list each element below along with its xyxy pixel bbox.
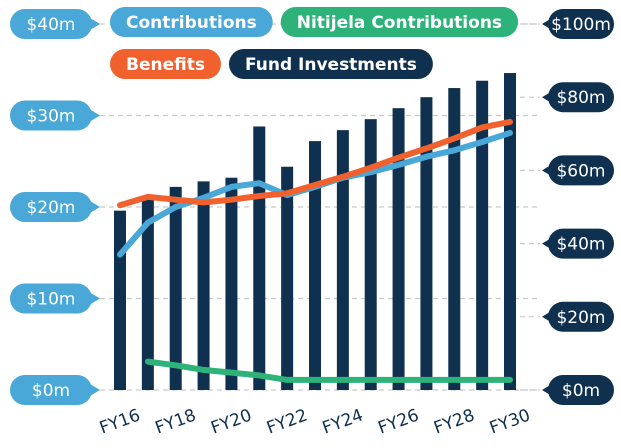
y-tick-label: $0m	[32, 381, 70, 401]
x-tick-label: FY26	[376, 405, 422, 438]
y2-tick-label: $40m	[556, 235, 605, 255]
y2-tick-badge	[548, 301, 614, 332]
y-tick-badge	[10, 100, 92, 131]
bar	[392, 108, 405, 391]
y-tick-badge	[10, 375, 92, 405]
legend-item: Fund Investments	[228, 49, 433, 79]
legend-badge	[110, 7, 273, 37]
legend-badge	[280, 7, 519, 37]
x-tick-label: FY20	[208, 405, 254, 438]
bar	[141, 199, 154, 390]
y-tick-label: $40m	[26, 15, 75, 35]
legend-item: Benefits	[110, 49, 221, 79]
y2-tick-label: $100m	[551, 15, 611, 35]
y-tick-badge	[10, 283, 92, 314]
bar	[169, 186, 182, 390]
y-tick-pointer	[90, 18, 100, 30]
y2-tick-badge	[548, 9, 614, 39]
bar	[420, 97, 433, 390]
bar	[281, 166, 294, 390]
y2-tick-badge	[548, 228, 614, 259]
y-tick-pointer	[90, 292, 100, 305]
x-tick-label: FY22	[264, 405, 310, 438]
legend-badge	[110, 49, 221, 79]
legend-label: Benefits	[126, 55, 205, 75]
y-tick-pointer	[90, 201, 100, 213]
bar	[364, 119, 377, 390]
bar	[476, 80, 489, 390]
legend-item: Contributions	[110, 7, 273, 37]
y2-tick-badge	[548, 155, 614, 186]
x-tick-label: FY18	[153, 405, 199, 438]
x-tick-label: FY28	[431, 405, 477, 438]
bar	[504, 73, 516, 390]
x-tick-label: FY16	[97, 405, 143, 438]
y-tick-badge	[10, 9, 92, 39]
y-tick-label: $20m	[26, 198, 75, 218]
bar	[309, 141, 321, 390]
y-tick-label: $30m	[26, 107, 75, 127]
y-tick-pointer	[90, 109, 100, 122]
y-tick-label: $10m	[26, 290, 75, 310]
line	[144, 358, 513, 383]
legend-badge	[228, 49, 433, 79]
legend-label: Fund Investments	[245, 55, 417, 75]
y2-tick-badge	[548, 375, 614, 405]
y2-tick-badge	[548, 82, 614, 113]
bar	[114, 210, 126, 390]
x-tick-label: FY24	[320, 405, 366, 438]
y-tick-pointer	[90, 384, 100, 396]
x-tick-label: FY30	[487, 405, 533, 438]
y-tick-badge	[10, 192, 92, 222]
bar	[197, 181, 210, 390]
y2-tick-label: $80m	[556, 88, 605, 108]
bar	[225, 177, 238, 390]
line	[117, 118, 513, 209]
y2-tick-label: $20m	[556, 308, 605, 328]
y2-tick-label: $60m	[556, 161, 605, 181]
legend-label: Contributions	[126, 13, 257, 33]
legend-item: Nitijela Contributions	[280, 7, 519, 37]
bar	[336, 130, 349, 390]
bar	[448, 88, 461, 391]
legend-label: Nitijela Contributions	[297, 13, 502, 33]
y2-tick-label: $0m	[562, 381, 600, 401]
bar	[253, 126, 266, 390]
